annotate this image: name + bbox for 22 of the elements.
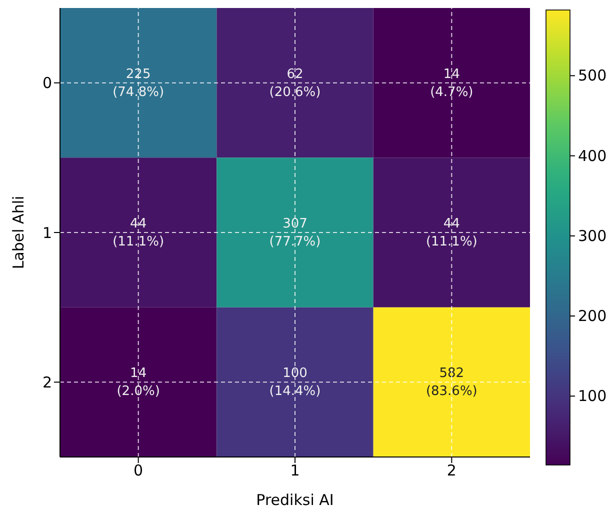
x-tick-label: 0 xyxy=(134,462,144,480)
color-bar-label: 400 xyxy=(578,146,607,165)
data-label: 62 (20.6%) xyxy=(269,66,321,100)
data-label: 44 (11.1%) xyxy=(112,216,164,250)
x-axis-title: Prediksi AI xyxy=(256,491,334,509)
data-label: 100 (14.4%) xyxy=(269,366,321,400)
data-label: 14 (4.7%) xyxy=(430,66,474,100)
data-label: 44 (11.1%) xyxy=(426,216,478,250)
color-bar-label: 500 xyxy=(578,66,607,85)
color-bar-label: 100 xyxy=(578,387,607,406)
data-label: 582 (83.6%) xyxy=(426,366,478,400)
color-bar-label: 200 xyxy=(578,307,607,326)
y-axis-title: Label Ahli xyxy=(9,196,28,270)
y-tick-label: 1 xyxy=(42,224,52,242)
y-tick-label: 0 xyxy=(42,74,52,92)
x-tick-label: 1 xyxy=(290,462,300,480)
data-label: 225 (74.8%) xyxy=(112,66,164,100)
data-label: 14 (2.0%) xyxy=(116,366,160,400)
data-label: 307 (77.7%) xyxy=(269,216,321,250)
color-bar-label: 300 xyxy=(578,226,607,245)
x-tick-label: 2 xyxy=(446,462,456,480)
y-tick-label: 2 xyxy=(42,373,52,392)
